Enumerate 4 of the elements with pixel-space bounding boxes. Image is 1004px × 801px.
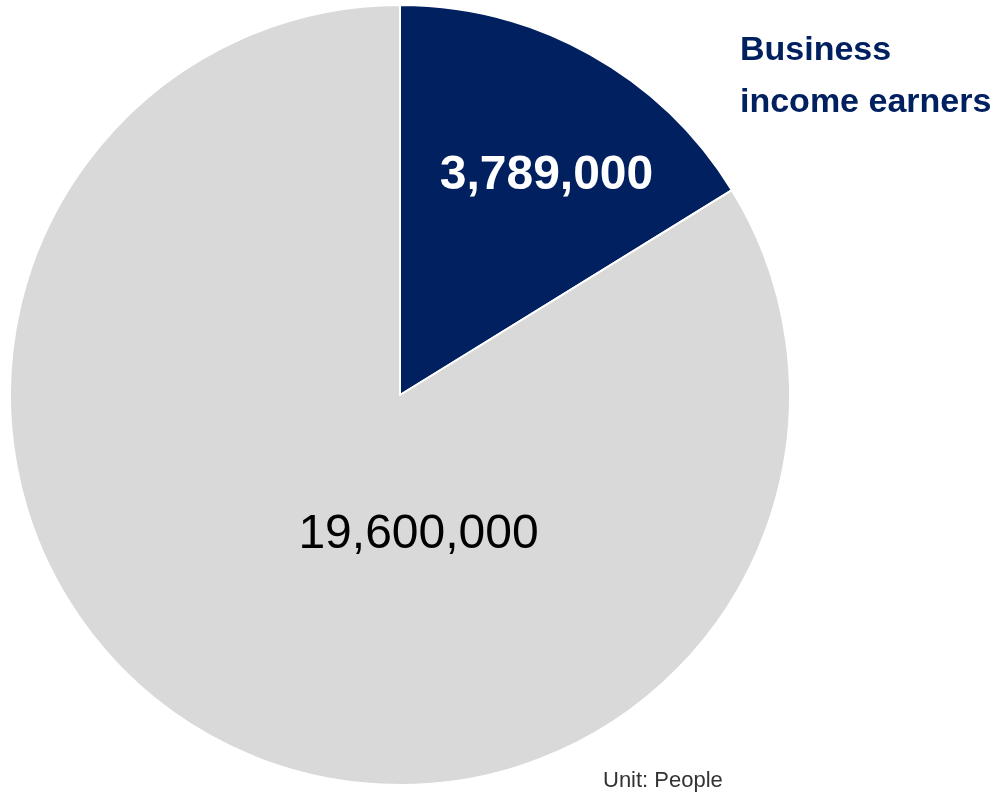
slice-label: Business income earners — [740, 29, 992, 119]
data-label: 3,789,000 — [439, 145, 654, 199]
text: Unit: People — [603, 766, 723, 792]
data-label: 19,600,000 — [298, 505, 539, 559]
